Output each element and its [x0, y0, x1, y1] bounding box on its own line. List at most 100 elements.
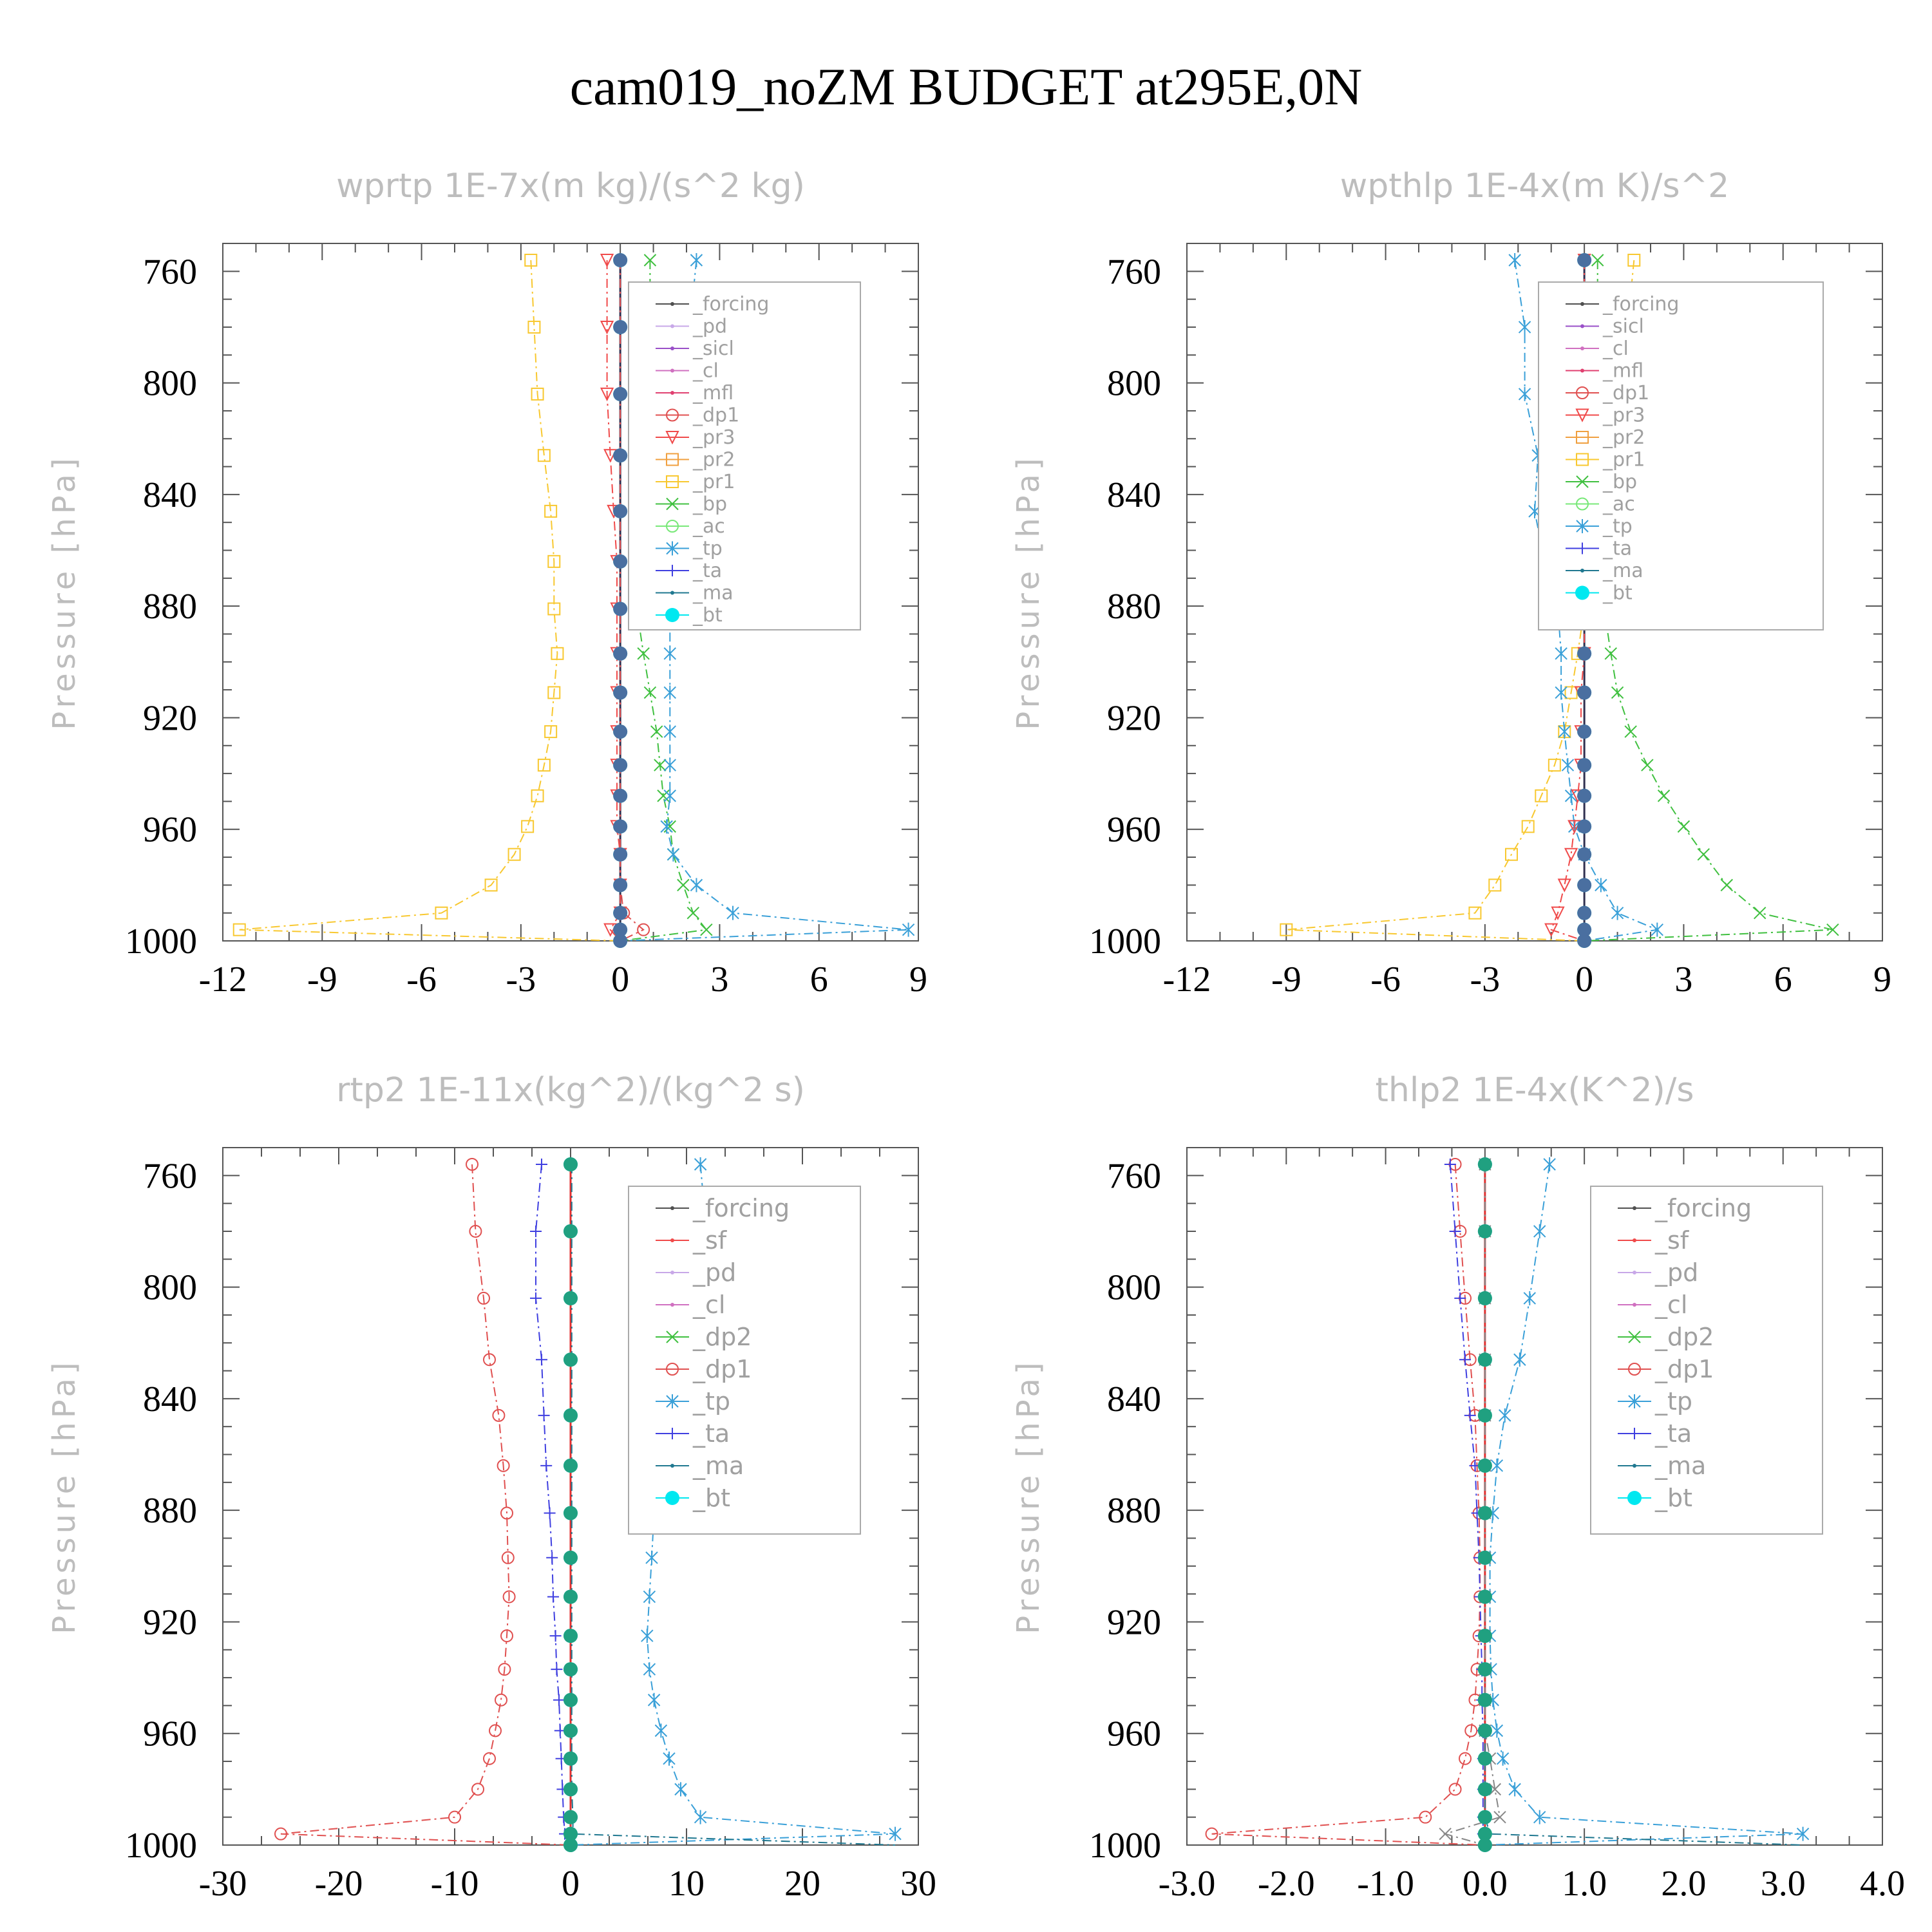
bt-overlay-marker — [1577, 905, 1592, 920]
bt-overlay-marker — [613, 554, 628, 569]
panel-4: thlp2 1E-4x(K^2)/s Pressure [hPa] 760 800 84… — [1010, 1071, 1905, 1904]
dot-marker — [670, 368, 674, 373]
plus-marker — [1464, 1409, 1476, 1421]
square-marker — [1576, 431, 1589, 444]
dot-marker — [670, 324, 674, 328]
asterisk-marker — [1513, 1352, 1526, 1367]
square-marker — [1505, 848, 1518, 861]
asterisk-marker — [1508, 1782, 1521, 1797]
square-marker — [521, 820, 535, 833]
y-tick-label: 920 — [1107, 1602, 1161, 1642]
dot-marker — [1633, 1271, 1636, 1274]
dot-marker — [670, 1464, 674, 1468]
x-tick-label: 3.0 — [1761, 1864, 1806, 1904]
square-marker — [544, 725, 558, 739]
circle-marker — [448, 1810, 461, 1824]
legend-entry: _pr3 — [692, 426, 735, 449]
bt-overlay-marker — [564, 1838, 578, 1852]
x-tick-label: 30 — [900, 1864, 936, 1904]
asterisk-marker — [690, 878, 703, 893]
plus-marker — [1629, 1428, 1640, 1439]
bt-marker — [665, 1491, 679, 1505]
legend-entry: _ta — [1654, 1419, 1692, 1448]
x-tick-label: -1.0 — [1357, 1864, 1414, 1904]
x-marker — [1493, 1810, 1506, 1824]
bt-overlay-marker — [564, 1629, 578, 1643]
triangle-marker — [1544, 923, 1558, 937]
dot-marker — [670, 1271, 674, 1274]
circle-marker — [666, 520, 679, 533]
plus-marker — [1444, 1158, 1456, 1170]
panel-2: wpthlp 1E-4x(m K)/s^2 Pressure [hPa] 760 80… — [1010, 167, 1891, 999]
bt-overlay-marker — [564, 1506, 578, 1520]
bt-overlay-marker — [1477, 1589, 1492, 1604]
y-tick-label: 880 — [1107, 1491, 1161, 1531]
y-tick-label: 1000 — [125, 922, 197, 961]
legend-entry: _forcing — [692, 1194, 790, 1222]
legend: _forcing_sicl_cl_mfl_dp1_pr3_pr2_pr1_bp_… — [1538, 281, 1824, 630]
square-marker — [544, 504, 558, 518]
legend-entry: _tp — [1602, 515, 1633, 538]
asterisk-marker — [1611, 905, 1624, 920]
legend-entry: _tp — [692, 538, 723, 560]
asterisk-marker — [1555, 685, 1567, 700]
circle-marker — [466, 1157, 478, 1171]
legend: _forcing _sf _pd _cl _dp2 _dp1 _tp _ta _ma _bt — [1590, 1186, 1823, 1535]
asterisk-marker — [726, 905, 739, 920]
bt-overlay-marker — [1477, 1751, 1492, 1766]
legend-entry: _ac — [1602, 493, 1635, 516]
x-tick-label: -2.0 — [1258, 1864, 1315, 1904]
asterisk-marker — [674, 1782, 687, 1797]
square-marker — [435, 906, 448, 920]
bt-overlay-marker — [1477, 1810, 1492, 1824]
x-marker — [1826, 923, 1839, 936]
legend-entry: _dp1 — [1654, 1355, 1714, 1383]
asterisk-marker — [1533, 1224, 1546, 1238]
square-marker — [547, 602, 561, 616]
asterisk-marker — [694, 1157, 707, 1171]
x-tick-label: -20 — [315, 1864, 363, 1904]
bt-overlay-marker — [1577, 847, 1592, 862]
asterisk-marker — [1490, 1458, 1504, 1473]
legend-box — [1590, 1186, 1823, 1535]
asterisk-marker — [1576, 519, 1589, 533]
legend-entry: _pr2 — [1602, 426, 1645, 449]
bt-overlay-marker — [613, 724, 628, 739]
bt-overlay-marker — [1477, 1157, 1492, 1171]
bt-overlay-marker — [564, 1723, 578, 1738]
asterisk-marker — [1518, 386, 1531, 401]
legend-entry: _sicl — [1602, 316, 1644, 338]
legend-entry: _sf — [1654, 1226, 1690, 1255]
square-marker — [1280, 923, 1293, 936]
circle-marker — [500, 1629, 513, 1643]
figure-title: cam019_noZM BUDGET at295E,0N — [569, 57, 1363, 116]
triangle-marker — [600, 253, 614, 268]
x-marker — [1720, 878, 1733, 892]
triangle-marker — [600, 320, 614, 335]
legend-entry: _cl — [692, 360, 719, 383]
triangle-marker — [1564, 848, 1578, 862]
series-line-bp — [620, 260, 708, 942]
square-marker — [1488, 878, 1502, 892]
bt-overlay-marker — [1577, 252, 1592, 267]
triangle-marker — [1557, 878, 1571, 893]
bt-overlay-marker — [613, 448, 628, 463]
bt-overlay-marker — [613, 685, 628, 700]
bt-overlay-marker — [564, 1589, 578, 1604]
x-tick-label: -9 — [1271, 960, 1302, 999]
circle-marker — [666, 1363, 679, 1376]
dot-marker — [1580, 324, 1584, 328]
bt-overlay-marker — [1577, 788, 1592, 803]
circle-marker — [1419, 1810, 1432, 1824]
square-marker — [1564, 686, 1578, 699]
legend-entry: _tp — [692, 1387, 730, 1416]
bt-overlay-marker — [1577, 685, 1592, 700]
asterisk-marker — [1628, 1394, 1641, 1408]
bt-overlay-marker — [1477, 1662, 1492, 1677]
x-tick-label: 3 — [710, 960, 728, 999]
y-axis-label: Pressure [hPa] — [1010, 454, 1046, 730]
asterisk-marker — [663, 646, 676, 661]
circle-marker — [469, 1224, 482, 1238]
bt-overlay-marker — [564, 1692, 578, 1707]
square-marker — [524, 253, 538, 267]
